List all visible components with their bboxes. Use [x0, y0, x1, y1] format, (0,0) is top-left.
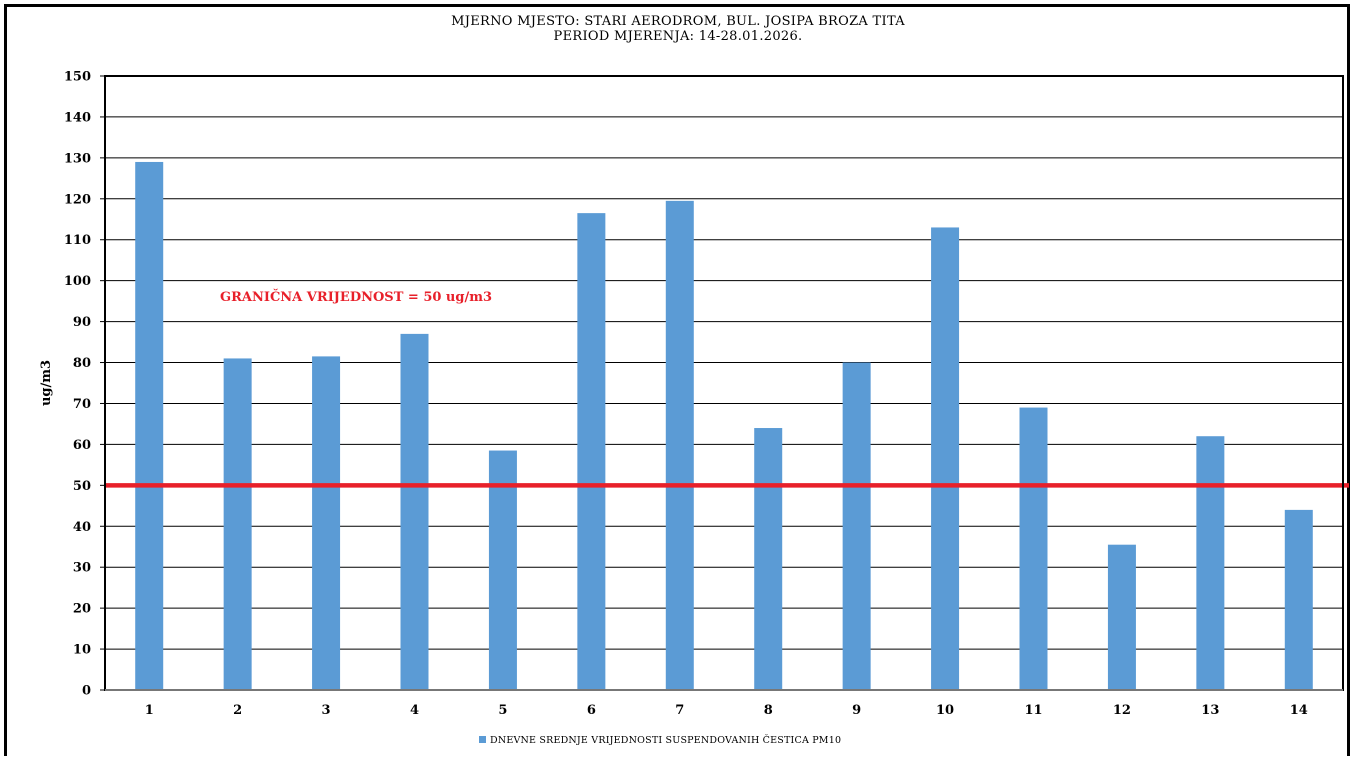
- y-tick-label: 110: [64, 233, 91, 248]
- gridlines: [105, 75, 1343, 650]
- y-axis-label: ug/m3: [39, 360, 54, 406]
- legend: DNEVNE SREDNJE VRIJEDNOSTI SUSPENDOVANIH…: [479, 734, 841, 746]
- bar: [665, 200, 694, 690]
- y-tick-label: 90: [73, 315, 91, 330]
- y-tick-label: 60: [73, 438, 91, 453]
- y-tick-label: 70: [73, 397, 91, 412]
- y-tick-label: 100: [64, 274, 91, 289]
- bar: [1284, 509, 1313, 690]
- x-tick-label: 6: [587, 703, 596, 718]
- x-tick-labels: 1 2 3 4 5 6 7 8 9 10 11 12 13 14: [145, 703, 1308, 718]
- x-tick-label: 1: [145, 703, 154, 718]
- chart-subtitle: PERIOD MJERENJA: 14-28.01.2026.: [553, 29, 803, 44]
- bars: [135, 161, 1313, 691]
- bar: [1107, 544, 1136, 690]
- bar: [1019, 407, 1048, 690]
- bar: [312, 356, 341, 690]
- y-tick-label: 20: [73, 602, 91, 617]
- bar: [400, 333, 429, 690]
- y-tick-label: 10: [73, 643, 91, 658]
- legend-label: DNEVNE SREDNJE VRIJEDNOSTI SUSPENDOVANIH…: [490, 734, 841, 746]
- y-tick-labels: 0 10 20 30 40 50 60 70 80 90 100 110 120 130 140 150: [64, 70, 91, 699]
- x-tick-label: 3: [322, 703, 331, 718]
- y-tick-label: 0: [82, 684, 91, 699]
- bar: [577, 213, 606, 691]
- bar: [135, 161, 164, 690]
- y-tick-label: 30: [73, 561, 91, 576]
- x-tick-label: 5: [498, 703, 507, 718]
- y-tick-label: 40: [73, 520, 91, 535]
- x-tick-label: 11: [1024, 703, 1042, 718]
- bar: [1196, 436, 1225, 690]
- x-tick-label: 8: [764, 703, 773, 718]
- y-tick-label: 50: [73, 479, 91, 494]
- x-tick-label: 14: [1290, 703, 1308, 718]
- legend-swatch: [479, 736, 486, 743]
- bar: [842, 362, 871, 690]
- x-tick-label: 9: [852, 703, 861, 718]
- x-tick-label: 10: [936, 703, 954, 718]
- x-tick-label: 2: [233, 703, 242, 718]
- chart-title-block: MJERNO MJESTO: STARI AERODROM, BUL. JOSI…: [0, 14, 1356, 44]
- y-tick-label: 130: [64, 151, 91, 166]
- x-tick-label: 13: [1201, 703, 1219, 718]
- y-tick-label: 150: [64, 70, 91, 85]
- y-tick-label: 120: [64, 192, 91, 207]
- y-tick-label: 140: [64, 110, 91, 125]
- y-tick-label: 80: [73, 356, 91, 371]
- x-tick-label: 4: [410, 703, 419, 718]
- chart-title: MJERNO MJESTO: STARI AERODROM, BUL. JOSI…: [451, 14, 905, 29]
- limit-line-label: GRANIČNA VRIJEDNOST = 50 ug/m3: [220, 288, 492, 305]
- plot-area-border: [104, 75, 1344, 691]
- bar: [754, 428, 783, 690]
- x-tick-label: 7: [675, 703, 684, 718]
- bar: [488, 450, 517, 690]
- x-tick-label: 12: [1113, 703, 1131, 718]
- bar: [223, 358, 252, 690]
- bar: [931, 227, 960, 690]
- axes: [100, 75, 1344, 691]
